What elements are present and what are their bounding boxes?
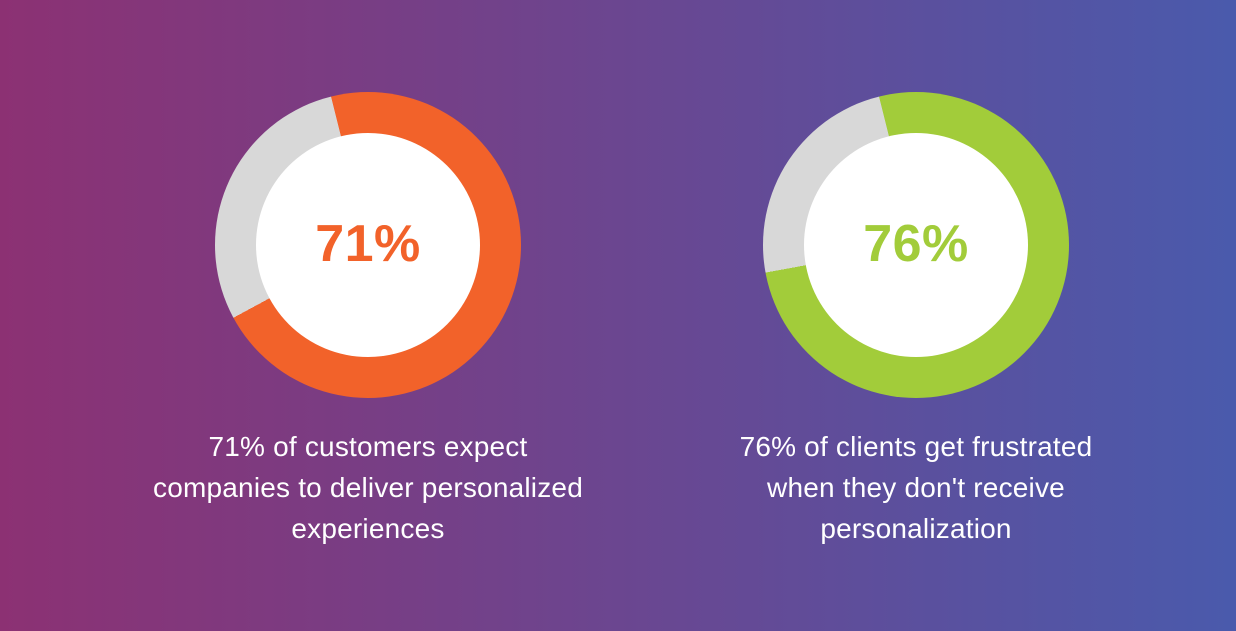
donut-value-label: 71% [315,215,421,273]
donut-inner-circle: 71% [256,133,480,357]
caption-line: experiences [291,513,445,544]
caption-line: 76% of clients get frustrated [739,431,1093,462]
stat-card-clients: 76% 76% of clients get frustrated when t… [656,92,1176,549]
caption-line: personalization [820,513,1012,544]
donut-chart-76: 76% [763,92,1069,398]
caption-line: 71% of customers expect [208,431,528,462]
stat-card-customers: 71% 71% of customers expect companies to… [108,92,628,549]
donut-chart-71: 71% [215,92,521,398]
stat-caption-customers: 71% of customers expect companies to del… [153,426,583,549]
stat-caption-clients: 76% of clients get frustrated when they … [740,426,1093,549]
donut-value-label: 76% [863,215,969,273]
caption-line: when they don't receive [767,472,1065,503]
donut-inner-circle: 76% [804,133,1028,357]
caption-line: companies to deliver personalized [153,472,583,503]
